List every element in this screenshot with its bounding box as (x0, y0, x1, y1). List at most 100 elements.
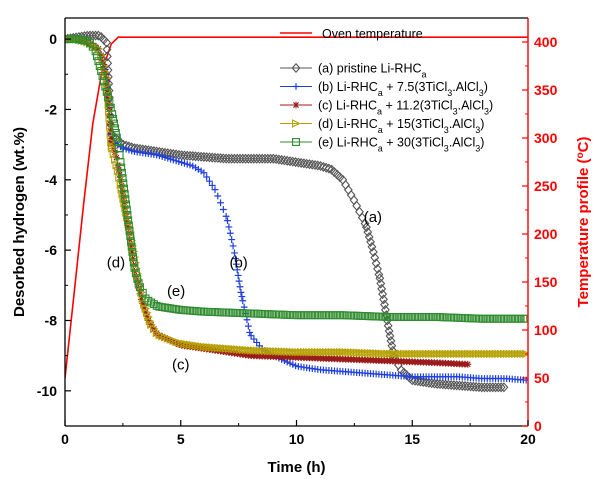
data-point (112, 133, 121, 142)
data-point (522, 349, 528, 359)
data-point (236, 283, 244, 291)
data-point (368, 246, 378, 258)
data-point (277, 347, 287, 356)
data-point (136, 290, 144, 298)
data-point (336, 347, 345, 357)
data-point (210, 152, 220, 163)
data-point (127, 242, 136, 251)
legend-marker (292, 119, 301, 128)
data-point (333, 347, 342, 357)
data-point (136, 283, 144, 292)
data-point (355, 348, 365, 358)
data-point (288, 156, 298, 167)
data-point (194, 341, 203, 351)
data-point (455, 380, 464, 391)
data-point (232, 260, 240, 268)
oven-temperature-line (65, 36, 528, 379)
data-point (100, 63, 108, 70)
data-point (383, 349, 392, 359)
data-point (508, 349, 517, 359)
data-point (191, 341, 201, 350)
data-point (180, 150, 189, 161)
data-point (299, 347, 309, 357)
data-point (233, 345, 242, 354)
data-point (502, 349, 512, 359)
data-point (274, 347, 284, 356)
data-point (241, 345, 251, 355)
data-point (108, 110, 117, 119)
data-point (110, 119, 119, 128)
data-point (321, 162, 331, 173)
data-point (122, 200, 131, 209)
data-point (424, 377, 434, 388)
legend-marker (291, 62, 301, 74)
y-left-tick-label: -6 (45, 242, 58, 258)
data-point (347, 348, 356, 357)
data-point (386, 349, 395, 359)
data-point (147, 321, 155, 329)
data-point (322, 347, 331, 357)
data-point (97, 51, 105, 59)
data-point (344, 348, 353, 357)
data-point (129, 253, 138, 262)
data-point (494, 349, 503, 359)
data-point (427, 349, 437, 359)
data-point (522, 314, 528, 323)
data-point (383, 320, 393, 331)
data-point (433, 349, 442, 359)
data-point (131, 269, 140, 277)
data-point (238, 345, 248, 355)
data-point (474, 382, 484, 393)
data-point (430, 378, 439, 389)
data-point (375, 273, 385, 284)
data-point (152, 301, 161, 310)
data-point (311, 347, 320, 357)
data-point (441, 349, 451, 359)
data-point (119, 179, 128, 188)
data-point (249, 346, 259, 355)
data-point (294, 347, 303, 357)
data-point (185, 150, 195, 161)
data-point (319, 347, 328, 357)
data-point (202, 152, 212, 163)
data-point (177, 339, 187, 348)
data-point (327, 347, 337, 357)
data-point (128, 248, 136, 256)
data-point (280, 347, 290, 356)
data-point (230, 344, 240, 354)
y-right-tick-label: 0 (534, 418, 542, 434)
data-point (167, 337, 174, 344)
data-point (128, 247, 137, 256)
y-right-tick-label: 150 (534, 274, 558, 290)
data-point (291, 347, 301, 357)
data-point (125, 226, 134, 235)
data-point (349, 348, 359, 357)
data-point (208, 182, 216, 189)
data-point (243, 316, 251, 324)
data-point (466, 381, 476, 392)
data-point (416, 349, 426, 359)
data-point (200, 169, 208, 177)
data-point (219, 206, 227, 213)
data-point (513, 349, 523, 359)
series-annotation: (a) (364, 209, 382, 226)
data-point (123, 211, 132, 219)
data-point (372, 349, 381, 358)
data-point (102, 44, 112, 55)
data-point (246, 329, 254, 336)
data-point (463, 349, 473, 359)
data-point (297, 347, 306, 357)
data-point (233, 266, 241, 274)
data-point (291, 157, 301, 168)
data-point (94, 45, 102, 53)
series-annotation: (b) (229, 255, 247, 272)
data-point (373, 263, 382, 274)
y-left-tick-label: -8 (45, 312, 58, 328)
data-point (219, 344, 228, 353)
legend-oven-label: Oven temperature (322, 27, 423, 41)
data-point (435, 379, 445, 390)
data-point (102, 37, 112, 48)
data-point (208, 343, 217, 352)
data-point (104, 93, 112, 101)
data-point (399, 349, 409, 359)
